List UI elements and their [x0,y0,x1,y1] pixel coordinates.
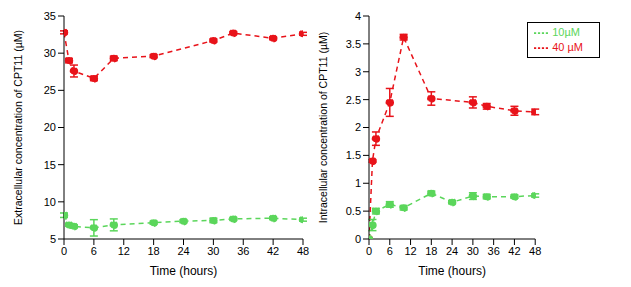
svg-text:0: 0 [355,233,361,245]
svg-text:15: 15 [44,159,56,171]
svg-text:3.5: 3.5 [346,38,361,50]
svg-text:30: 30 [44,47,56,59]
svg-text:48: 48 [529,245,541,257]
svg-text:Time (hours): Time (hours) [418,264,486,278]
html-text:40 µM: 40 µM [552,41,583,54]
svg-text:6: 6 [91,245,97,257]
svg-text:2.5: 2.5 [346,94,361,106]
svg-text:3: 3 [355,66,361,78]
svg-text:0: 0 [366,245,372,257]
svg-text:12: 12 [404,245,416,257]
svg-text:42: 42 [508,245,520,257]
svg-text:18: 18 [148,245,160,257]
svg-text:20: 20 [44,121,56,133]
svg-text:Time (hours): Time (hours) [150,264,218,278]
svg-text:35: 35 [44,10,56,22]
svg-text:36: 36 [237,245,249,257]
svg-text:30: 30 [467,245,479,257]
svg-text:Intracellular concentration of: Intracellular concentration of CPT11 (µM… [317,32,329,223]
svg-text:18: 18 [425,245,437,257]
svg-text:1: 1 [355,177,361,189]
svg-text:2: 2 [355,121,361,133]
svg-text:5: 5 [50,233,56,245]
svg-text:24: 24 [446,245,458,257]
svg-text:30: 30 [207,245,219,257]
svg-text:24: 24 [177,245,189,257]
svg-text:4: 4 [355,10,361,22]
svg-text:48: 48 [297,245,309,257]
svg-text:Extracellular concentration of: Extracellular concentration of CPT11 (µM… [12,30,24,225]
svg-text:36: 36 [488,245,500,257]
html-text:10µM: 10µM [552,26,580,38]
svg-text:1.5: 1.5 [346,149,361,161]
svg-text:42: 42 [267,245,279,257]
svg-text:25: 25 [44,84,56,96]
svg-text:0: 0 [61,245,67,257]
svg-text:12: 12 [118,245,130,257]
svg-text:6: 6 [387,245,393,257]
svg-text:10: 10 [44,196,56,208]
svg-text:0.5: 0.5 [346,205,361,217]
